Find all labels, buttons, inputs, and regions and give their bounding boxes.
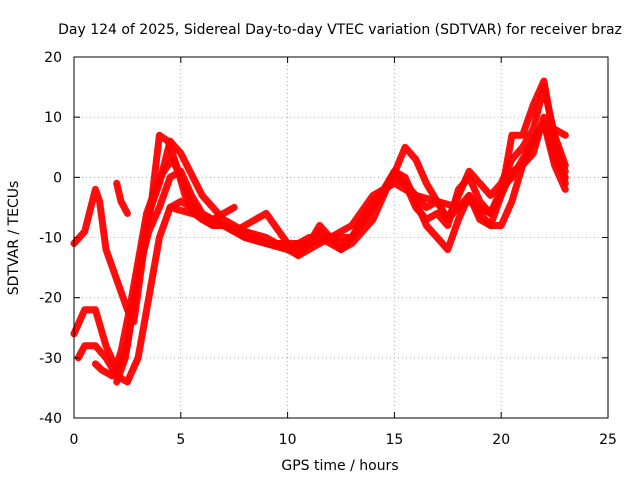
x-tick-label: 25 bbox=[599, 432, 617, 448]
x-tick-label: 0 bbox=[70, 432, 79, 448]
series-line-day3 bbox=[74, 113, 569, 386]
series-line-short2 bbox=[166, 203, 238, 223]
series-line-short3 bbox=[551, 125, 569, 139]
y-tick-label: 10 bbox=[44, 110, 62, 126]
series-line-short1 bbox=[113, 179, 131, 217]
series-group bbox=[70, 77, 569, 386]
axis-ticks bbox=[73, 56, 609, 419]
y-axis-title: SDTVAR / TECUs bbox=[6, 181, 22, 296]
y-tick-label: 0 bbox=[53, 170, 62, 186]
chart-title: Day 124 of 2025, Sidereal Day-to-day VTE… bbox=[58, 22, 622, 38]
y-tick-label: -10 bbox=[39, 231, 62, 247]
series-line-day4 bbox=[91, 83, 569, 380]
series-line-day5 bbox=[113, 77, 569, 386]
x-tick-label: 20 bbox=[492, 432, 510, 448]
x-tick-label: 15 bbox=[385, 432, 403, 448]
y-tick-label: -40 bbox=[39, 411, 62, 427]
x-axis-title: GPS time / hours bbox=[281, 458, 398, 474]
x-tick-label: 10 bbox=[279, 432, 297, 448]
y-tick-label: 20 bbox=[44, 50, 62, 66]
tick-labels: 0 5 10 15 20 25 -40 -30 -20 -10 0 10 20 bbox=[39, 50, 617, 448]
y-tick-label: -20 bbox=[39, 291, 62, 307]
x-tick-label: 5 bbox=[176, 432, 185, 448]
y-tick-label: -30 bbox=[39, 351, 62, 367]
